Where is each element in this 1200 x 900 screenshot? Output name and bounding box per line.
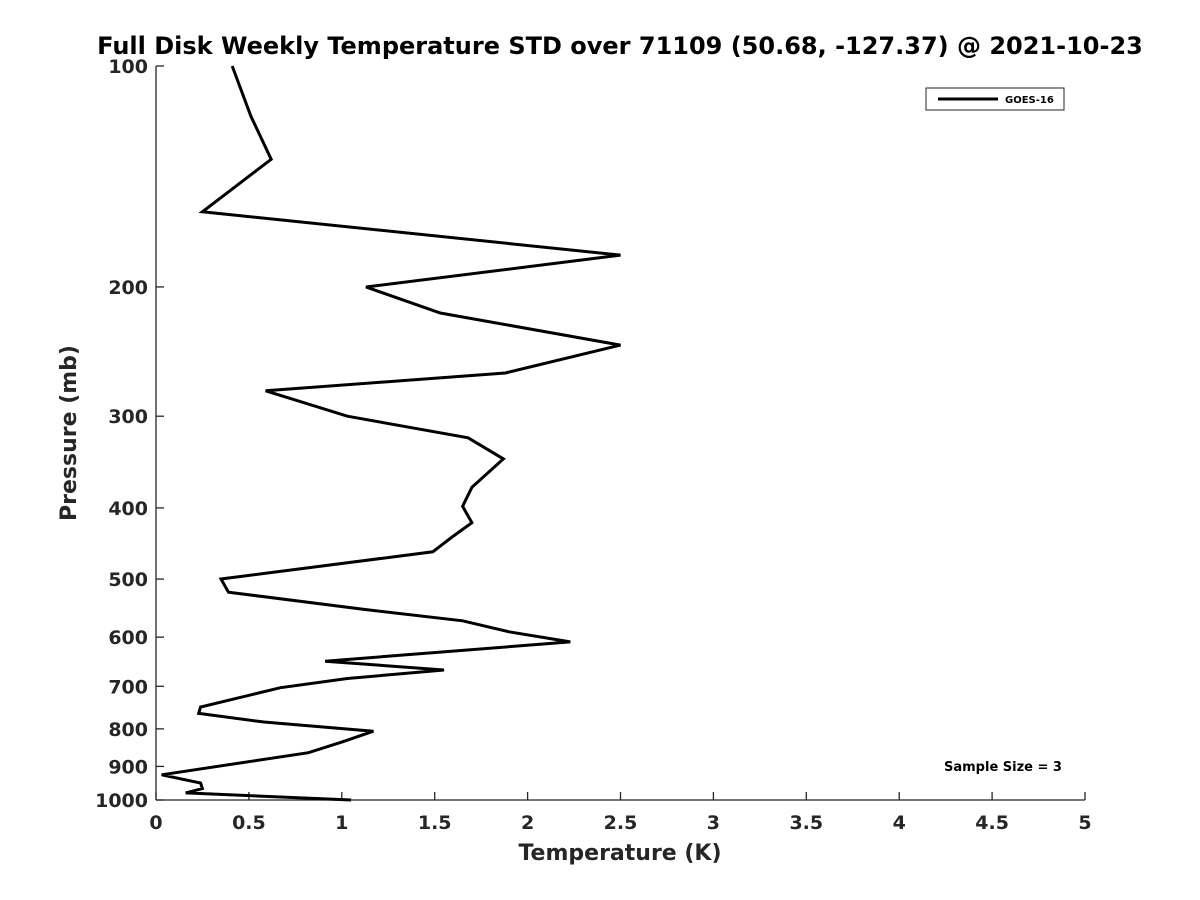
y-axis-label: Pressure (mb) — [57, 345, 82, 521]
y-axis-ticks: 100 200 300 400 500 600 700 800 900 1000 — [95, 56, 164, 812]
legend: GOES-16 — [925, 87, 1065, 111]
y-tick-label: 700 — [108, 676, 148, 698]
x-tick-label: 3.5 — [789, 812, 823, 834]
y-tick-label: 900 — [108, 756, 148, 778]
x-tick-label: 0 — [149, 812, 162, 834]
x-tick-label: 0.5 — [232, 812, 266, 834]
y-tick-label: 600 — [108, 627, 148, 649]
series-layer — [161, 65, 621, 802]
y-tick-label: 500 — [108, 569, 148, 591]
x-tick-label: 1.5 — [418, 812, 452, 834]
x-tick-label: 5 — [1078, 812, 1091, 834]
y-tick-label: 400 — [108, 498, 148, 520]
x-tick-label: 4.5 — [975, 812, 1009, 834]
y-tick-label: 300 — [108, 406, 148, 428]
x-axis-label: Temperature (K) — [518, 841, 721, 866]
chart-title: Full Disk Weekly Temperature STD over 71… — [97, 32, 1143, 60]
sample-size-annotation: Sample Size = 3 — [944, 760, 1062, 775]
x-tick-label: 3 — [707, 812, 720, 834]
x-tick-label: 2 — [521, 812, 534, 834]
y-tick-label: 1000 — [95, 790, 148, 812]
x-tick-label: 1 — [335, 812, 348, 834]
legend-entry-goes-16: GOES-16 — [1005, 95, 1054, 106]
x-tick-label: 4 — [893, 812, 906, 834]
series-line-goes-16 — [161, 65, 621, 802]
y-tick-label: 100 — [108, 56, 148, 78]
x-tick-label: 2.5 — [604, 812, 638, 834]
y-tick-label: 200 — [108, 277, 148, 299]
plot-area: 0 0.5 1 1.5 2 2.5 3 3.5 4 4.5 5 100 200 300 400 500 600… — [95, 56, 1092, 834]
y-tick-label: 800 — [108, 719, 148, 741]
x-axis-ticks: 0 0.5 1 1.5 2 2.5 3 3.5 4 4.5 5 — [149, 792, 1092, 834]
